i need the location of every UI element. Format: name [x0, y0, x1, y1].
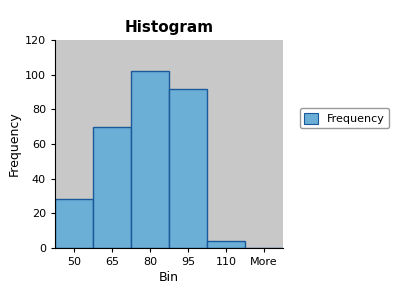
- Bar: [131, 71, 169, 248]
- Legend: Frequency: Frequency: [300, 108, 389, 128]
- Bar: [55, 199, 93, 248]
- Bar: [207, 241, 245, 248]
- X-axis label: Bin: Bin: [159, 271, 179, 284]
- Y-axis label: Frequency: Frequency: [8, 112, 21, 176]
- Bar: [93, 127, 131, 248]
- Title: Histogram: Histogram: [125, 20, 213, 35]
- Bar: [169, 89, 207, 248]
